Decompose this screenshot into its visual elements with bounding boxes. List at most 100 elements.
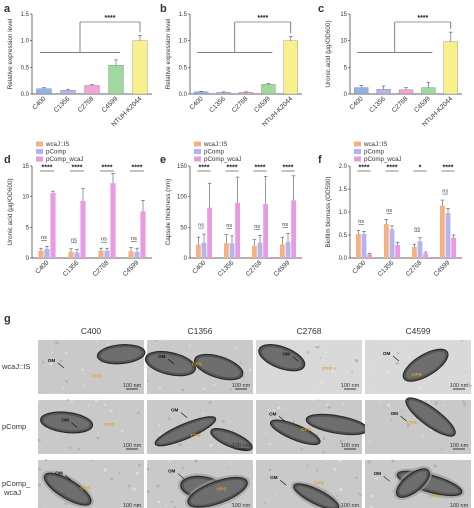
panel-e-significance-label: **** xyxy=(199,165,210,172)
micrograph-texture xyxy=(268,442,272,446)
panel-e-significance-label: **** xyxy=(283,165,294,172)
micrograph-grid: C400 C1356 C2768 C4599wcaJ::ISpComppComp_wc… xyxy=(1,326,472,508)
scale-bar-label: 100 nm xyxy=(123,503,142,508)
micrograph-texture xyxy=(267,408,270,411)
scale-bar-label: 100 nm xyxy=(232,443,251,449)
panel-d-significance-label: **** xyxy=(72,165,83,172)
panel-f-significance-label: **** xyxy=(359,165,370,172)
micrograph-texture xyxy=(333,467,337,471)
panel-f-bar-C4599-pComp_wcaJ xyxy=(451,237,456,258)
micrograph-texture xyxy=(99,505,101,507)
micrograph-texture xyxy=(41,360,45,364)
micrograph-texture xyxy=(111,440,113,442)
micrograph-texture xyxy=(364,504,366,506)
scale-bar-label: 100 nm xyxy=(123,443,142,449)
micrograph-texture xyxy=(135,504,139,508)
panel-b-bar-C2768 xyxy=(238,92,254,95)
chart-panel-f: 0.0 0.5 1.0 1.5 2.0 Biofilm biomass (OD590) wc… xyxy=(325,141,462,278)
micrograph-texture xyxy=(166,476,168,478)
legend-label-pComp: pComp xyxy=(364,149,385,156)
bacterium xyxy=(210,428,253,452)
micrograph-cell: OM CPS 100 nm xyxy=(364,458,471,508)
micrograph-texture xyxy=(433,464,438,468)
panel-f-y-tick-label: 1.0 xyxy=(339,210,348,216)
panel-f-y-tick-label: 2.0 xyxy=(339,164,348,170)
micrograph-texture xyxy=(309,340,312,343)
micrograph-texture xyxy=(370,494,374,498)
micrograph-texture xyxy=(396,351,399,355)
micrograph-cell: OM CPS 100 nm xyxy=(146,459,253,508)
micrograph-texture xyxy=(366,424,369,427)
bacterium xyxy=(40,411,94,434)
bacterium-interior xyxy=(408,400,453,434)
micrograph-texture xyxy=(209,443,213,448)
micrograph-texture xyxy=(181,388,185,392)
panel-d-significance-label: **** xyxy=(42,165,53,172)
panel-d-category-label: C400 xyxy=(34,259,50,275)
panel-e-bar-C2768-pComp xyxy=(257,242,263,258)
micrograph-texture xyxy=(188,344,191,347)
panel-d-bar-C1356-pComp_wcaJ xyxy=(80,200,86,258)
cps-label: CPS xyxy=(412,372,423,378)
micrograph-texture xyxy=(314,387,316,390)
micrograph-texture xyxy=(157,500,160,504)
micrograph-texture xyxy=(149,371,152,374)
micrograph-texture xyxy=(275,494,277,496)
micrograph-texture xyxy=(143,400,145,402)
om-label: OM xyxy=(391,411,399,416)
panel-a-category-label: C2768 xyxy=(77,95,96,114)
micrograph-texture xyxy=(384,474,387,476)
panel-f-ns-label: ns xyxy=(414,226,420,232)
micrograph-texture xyxy=(133,463,136,465)
legend-swatch-wcaJ::IS xyxy=(194,141,201,147)
micrograph-texture xyxy=(165,403,167,405)
panel-d-bar-C2768-pComp_wcaJ xyxy=(110,183,116,258)
micrograph-column-header: C2768 xyxy=(296,326,321,336)
panel-b-y-tick-label: 1.0 xyxy=(179,39,188,45)
micrograph-texture xyxy=(158,424,161,427)
micrograph-column-header: C4599 xyxy=(405,326,430,336)
micrograph-texture xyxy=(396,362,399,365)
micrograph-texture xyxy=(55,341,59,345)
panel-e-y-tick-label: 0 xyxy=(184,256,188,262)
legend-label-wcaJ::IS: wcaJ::IS xyxy=(45,141,69,148)
micrograph-texture xyxy=(440,448,443,451)
panel-f-ns-label: ns xyxy=(442,189,448,195)
panel-c-bar-C400 xyxy=(354,87,369,95)
panel-c-bar-NTUH-K2044 xyxy=(443,41,458,95)
micrograph-texture xyxy=(407,355,411,359)
chart-panel-b: 0.0 0.5 1.0 1.5 Relative expression level C40… xyxy=(165,12,302,128)
micrograph-texture xyxy=(316,433,319,436)
om-arrow xyxy=(292,356,299,362)
panel-e-bar-C1356-pComp_wcaJ xyxy=(235,202,240,258)
micrograph-texture xyxy=(167,459,171,462)
legend-label-pComp: pComp xyxy=(46,149,67,156)
micrograph-texture xyxy=(213,383,216,386)
micrograph-texture xyxy=(339,487,343,492)
panel-d-category-label: C2768 xyxy=(92,259,111,278)
micrograph-texture xyxy=(327,405,331,409)
micrograph-texture xyxy=(391,490,394,492)
micrograph-texture xyxy=(95,340,98,343)
panel-d-ns-label: ns xyxy=(41,235,47,241)
panel-f-bar-C400-pComp_wcaJ xyxy=(367,254,372,258)
micrograph-cell: OM CPS 100 nm xyxy=(256,340,362,394)
panel-c-category-label: C4599 xyxy=(413,95,432,114)
micrograph-texture xyxy=(368,440,372,443)
panel-f-y-tick-label: 1.5 xyxy=(339,187,348,193)
scale-bar-label: 100 nm xyxy=(232,383,251,389)
micrograph-texture xyxy=(170,500,174,504)
micrograph-texture xyxy=(406,423,411,428)
micrograph-texture xyxy=(466,423,468,425)
micrograph-column-header: C400 xyxy=(81,326,102,336)
panel-e-bar-C1356-wcaJ::IS xyxy=(224,243,229,258)
panel-c-category-label: C400 xyxy=(349,95,365,111)
micrograph-texture xyxy=(460,340,463,342)
micrograph-texture xyxy=(460,458,463,462)
cps-label: CPS xyxy=(407,420,418,426)
micrograph-texture xyxy=(268,468,272,472)
panel-f-bar-C2768-pComp_wcaJ xyxy=(423,253,428,258)
panel-d-bar-C4599-wcaJ::IS xyxy=(128,251,134,258)
panel-e-ns-label: ns xyxy=(226,223,232,229)
